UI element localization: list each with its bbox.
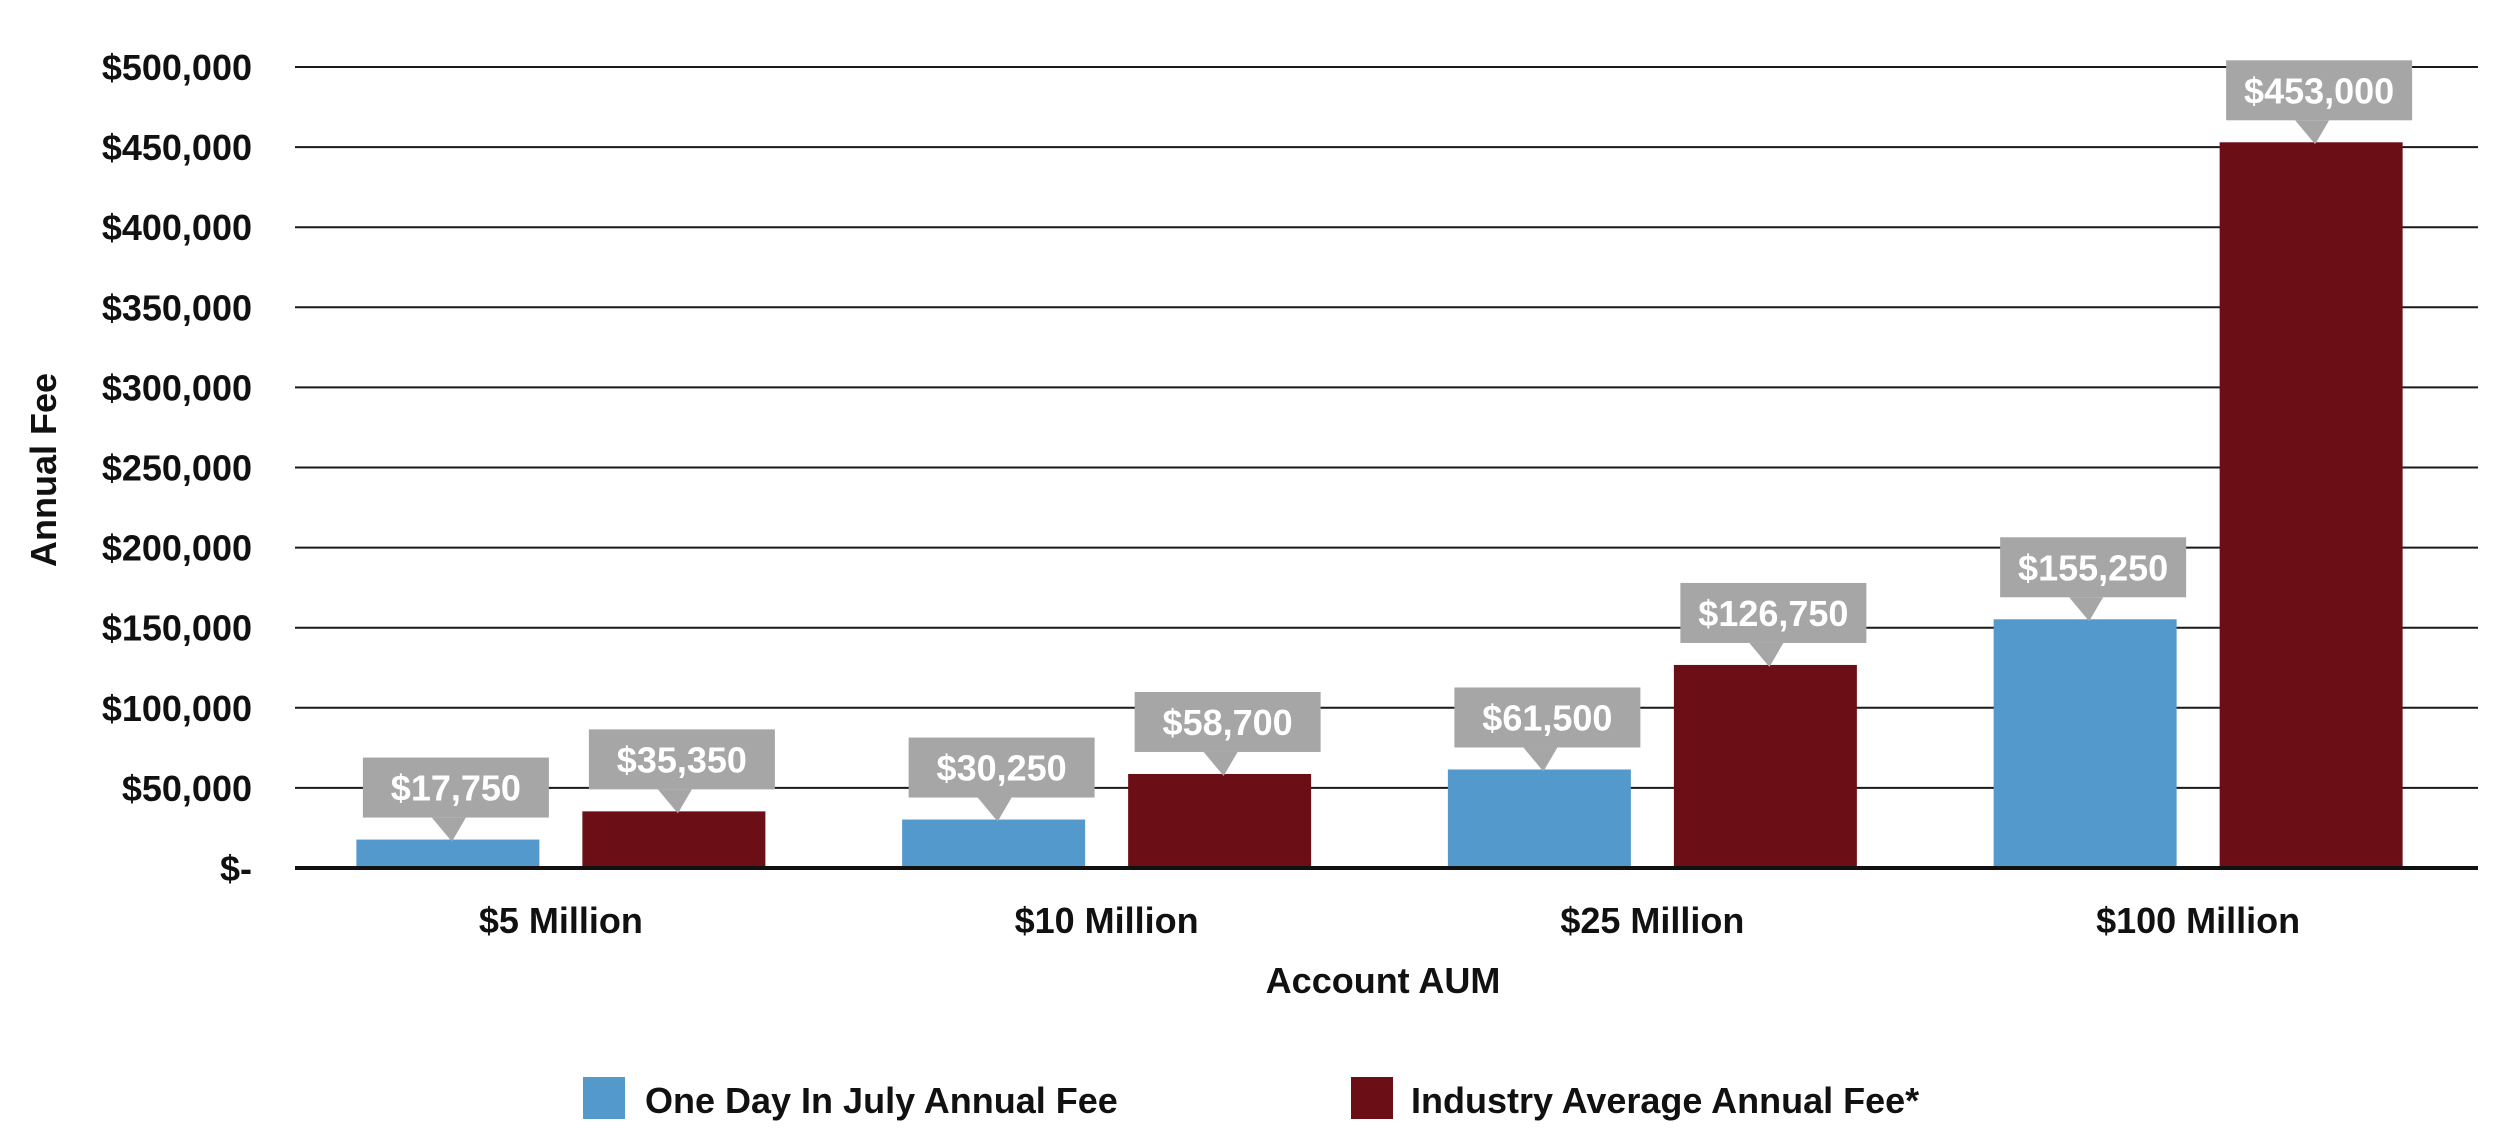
bar-industry-average [582, 811, 766, 868]
bar-one-day-in-july [1447, 769, 1631, 868]
bar-industry-average [2219, 142, 2403, 868]
data-label-pointer [977, 797, 1012, 822]
y-tick-label: $200,000 [102, 528, 252, 569]
bar-one-day-in-july [1993, 619, 2177, 868]
x-axis-categories: $5 Million $10 Million $25 Million $100 Mil… [479, 900, 2300, 941]
y-tick-label: $150,000 [102, 608, 252, 649]
legend-swatch-one-day-in-july [583, 1077, 625, 1119]
data-label-box [588, 729, 775, 790]
data-label-text: $61,500 [1482, 697, 1612, 738]
data-label-pointer [431, 817, 466, 842]
data-label-pointer [1749, 642, 1784, 667]
legend-swatch-industry-average [1351, 1077, 1393, 1119]
y-tick-label: $300,000 [102, 367, 252, 408]
data-label-text: $453,000 [2244, 70, 2394, 111]
data-label-callout: $61,500 [1454, 687, 1641, 772]
x-category-label: $5 Million [479, 900, 643, 941]
x-axis-title: Account AUM [1266, 960, 1501, 1001]
bar-one-day-in-july [356, 839, 540, 868]
data-label-pointer [2069, 597, 2104, 622]
bar-industry-average [1673, 664, 1857, 868]
data-label-pointer [2295, 120, 2330, 145]
y-tick-label: $- [220, 848, 252, 889]
bars [356, 142, 2403, 868]
bar-one-day-in-july [902, 819, 1086, 868]
data-label-text: $17,750 [391, 768, 521, 809]
legend: One Day In July Annual Fee Industry Aver… [583, 1077, 1919, 1121]
data-label-box [1680, 582, 1867, 643]
x-category-label: $10 Million [1015, 900, 1199, 941]
data-label-callout: $30,250 [908, 737, 1095, 822]
x-category-label: $100 Million [2096, 900, 2300, 941]
data-label-box [908, 737, 1095, 798]
data-label-pointer [1523, 747, 1558, 772]
y-tick-label: $450,000 [102, 127, 252, 168]
data-label-callout: $155,250 [2000, 537, 2187, 622]
data-label-box [362, 757, 549, 818]
legend-label-one-day-in-july: One Day In July Annual Fee [645, 1080, 1118, 1121]
data-label-callout: $35,350 [588, 729, 775, 814]
x-category-label: $25 Million [1560, 900, 1744, 941]
y-axis-ticks: $- $50,000 $100,000 $150,000 $200,000 $250,00… [102, 47, 252, 889]
data-label-text: $155,250 [2018, 547, 2168, 588]
data-label-box [2226, 60, 2413, 121]
data-label-text: $30,250 [937, 748, 1067, 789]
y-tick-label: $350,000 [102, 287, 252, 328]
data-label-text: $35,350 [617, 739, 747, 780]
data-label-box [1454, 687, 1641, 748]
data-label-text: $58,700 [1163, 702, 1293, 743]
data-label-pointer [1203, 751, 1238, 776]
y-axis-title: Annual Fee [23, 373, 64, 567]
y-tick-label: $500,000 [102, 47, 252, 88]
data-label-callout: $126,750 [1680, 582, 1867, 667]
legend-label-industry-average: Industry Average Annual Fee* [1411, 1080, 1919, 1121]
gridlines [295, 66, 2478, 789]
bar-industry-average [1128, 773, 1312, 868]
data-labels: $17,750 $35,350 $30,250 $58,700 $61,500 $126,… [362, 60, 2413, 842]
y-tick-label: $250,000 [102, 448, 252, 489]
y-tick-label: $400,000 [102, 207, 252, 248]
data-label-box [1134, 691, 1321, 752]
y-tick-label: $50,000 [122, 768, 252, 809]
y-tick-label: $100,000 [102, 688, 252, 729]
data-label-callout: $453,000 [2226, 60, 2413, 145]
data-label-pointer [657, 789, 692, 814]
data-label-callout: $17,750 [362, 757, 549, 842]
data-label-callout: $58,700 [1134, 691, 1321, 776]
data-label-box [2000, 537, 2187, 598]
data-label-text: $126,750 [1698, 593, 1848, 634]
